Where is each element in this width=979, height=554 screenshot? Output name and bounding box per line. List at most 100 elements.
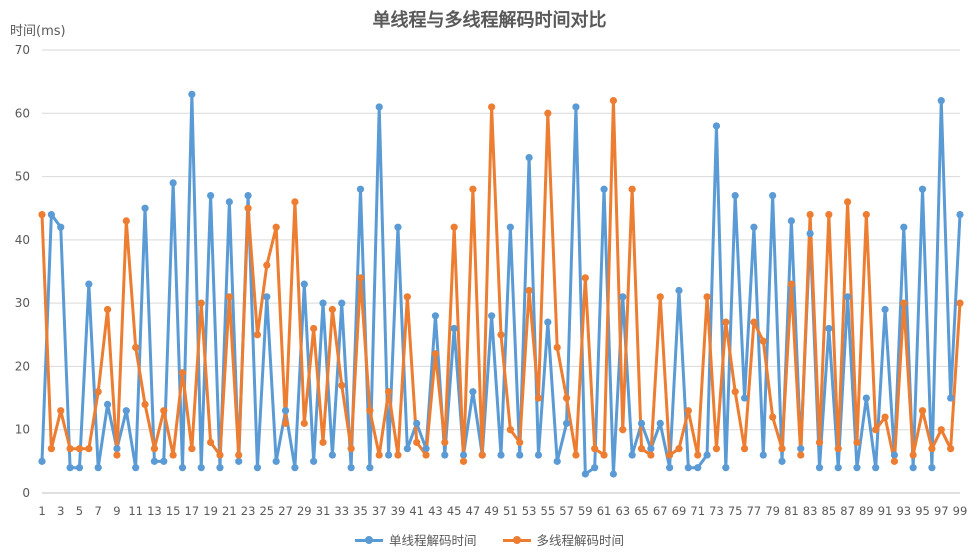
data-point-single	[338, 299, 346, 307]
x-tick-label: 39	[391, 504, 406, 518]
data-point-single	[544, 318, 552, 326]
data-point-single	[881, 305, 889, 314]
data-point-multi	[291, 198, 299, 206]
data-point-multi	[825, 210, 833, 219]
x-tick-label: 71	[690, 504, 705, 518]
data-point-multi	[872, 426, 880, 434]
data-point-multi	[403, 293, 411, 301]
data-point-single	[825, 324, 833, 333]
data-point-multi	[281, 419, 290, 427]
data-point-multi	[759, 337, 767, 345]
data-point-single	[506, 223, 514, 231]
data-point-single	[188, 90, 196, 98]
data-point-multi	[375, 451, 383, 459]
data-point-single	[722, 464, 730, 472]
data-point-single	[160, 457, 168, 465]
data-point-multi	[843, 198, 852, 206]
data-point-single	[759, 451, 767, 459]
data-point-single	[525, 153, 533, 162]
data-point-single	[459, 451, 468, 459]
data-point-multi	[225, 293, 233, 301]
data-point-single	[769, 191, 777, 200]
data-point-multi	[581, 274, 589, 282]
data-point-single	[216, 464, 224, 472]
data-point-multi	[431, 350, 440, 358]
data-point-single	[637, 419, 646, 427]
legend-item-multi[interactable]: 多线程解码时间	[502, 530, 624, 549]
data-point-multi	[600, 451, 608, 459]
data-point-single	[413, 419, 421, 427]
data-point-single	[150, 457, 159, 465]
x-tick-label: 13	[147, 504, 162, 518]
data-point-multi	[422, 451, 430, 459]
data-point-single	[553, 457, 561, 465]
data-point-single	[853, 464, 861, 472]
series-line-single	[40, 92, 962, 476]
x-tick-label: 45	[447, 504, 462, 518]
legend-item-single[interactable]: 单线程解码时间	[354, 530, 477, 549]
data-point-single	[834, 464, 842, 472]
data-point-multi	[722, 318, 730, 326]
data-point-multi	[113, 451, 121, 459]
data-point-multi	[525, 286, 533, 295]
data-point-multi	[637, 445, 646, 453]
data-point-single	[132, 464, 140, 472]
data-point-single	[431, 312, 440, 320]
x-tick-label: 67	[653, 504, 668, 518]
x-tick-label: 47	[466, 504, 481, 518]
x-tick-label: 3	[57, 504, 64, 518]
data-point-multi	[469, 185, 477, 193]
data-point-single	[918, 185, 927, 193]
data-point-single	[740, 394, 749, 402]
data-point-single	[656, 419, 664, 427]
data-point-single	[356, 185, 365, 193]
data-point-single	[534, 451, 543, 459]
x-tick-label: 65	[634, 504, 649, 518]
data-point-single	[253, 464, 262, 472]
data-point-single	[797, 445, 805, 453]
chart-title: 单线程与多线程解码时间对比	[372, 10, 607, 31]
x-tick-label: 85	[822, 504, 837, 518]
data-point-multi	[516, 438, 524, 446]
data-point-single	[862, 394, 870, 402]
data-point-single	[572, 103, 580, 111]
x-tick-label: 27	[278, 504, 293, 518]
x-tick-label: 49	[484, 504, 499, 518]
data-point-multi	[160, 407, 168, 415]
x-tick-label: 69	[672, 504, 687, 518]
data-point-multi	[188, 445, 196, 453]
data-point-single	[694, 464, 702, 472]
data-point-multi	[675, 445, 683, 453]
data-point-multi	[909, 451, 917, 459]
x-tick-label: 57	[559, 504, 574, 518]
data-point-multi	[591, 445, 599, 453]
data-point-single	[178, 464, 187, 472]
x-tick-label: 33	[334, 504, 349, 518]
data-point-single	[900, 223, 908, 231]
y-tick-label: 60	[15, 106, 30, 120]
data-point-single	[937, 97, 945, 105]
data-point-single	[619, 293, 627, 301]
data-point-single	[591, 464, 599, 472]
data-point-multi	[300, 419, 308, 427]
data-point-single	[422, 445, 430, 453]
data-point-multi	[132, 343, 140, 352]
x-tick-label: 7	[95, 504, 102, 518]
x-tick-label: 53	[522, 504, 537, 518]
data-point-single	[38, 457, 46, 465]
x-tick-label: 43	[428, 504, 443, 518]
y-tick-label: 0	[22, 486, 30, 500]
data-point-single	[666, 464, 674, 472]
data-point-multi	[787, 280, 795, 288]
data-point-multi	[853, 438, 861, 446]
data-point-single	[750, 223, 758, 231]
data-point-multi	[94, 388, 102, 396]
data-point-multi	[712, 445, 721, 453]
data-point-multi	[656, 293, 664, 301]
data-point-multi	[750, 318, 758, 326]
data-point-single	[235, 457, 243, 465]
legend: 单线程解码时间 多线程解码时间	[0, 530, 979, 549]
x-tick-label: 17	[185, 504, 200, 518]
x-tick-label: 81	[784, 504, 799, 518]
x-tick-label: 79	[765, 504, 780, 518]
